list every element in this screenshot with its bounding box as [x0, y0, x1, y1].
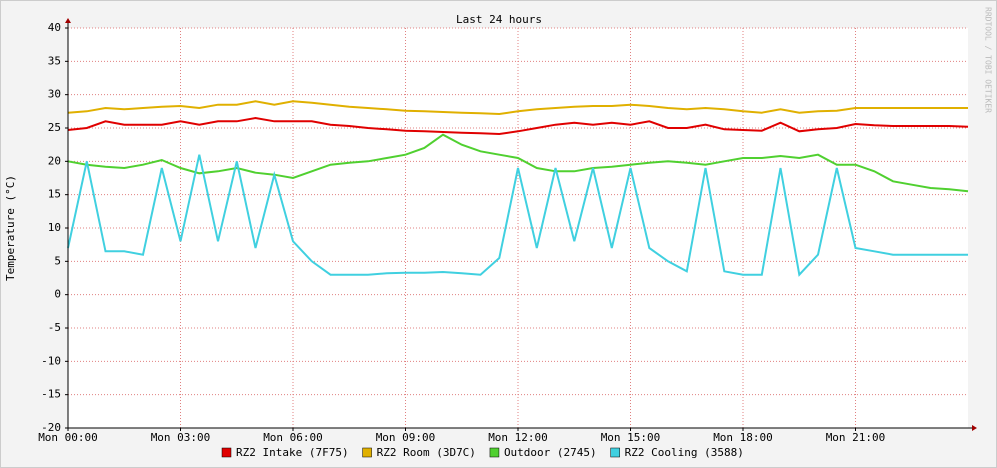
series-line [67, 116, 969, 136]
y-tick-label: 5 [54, 254, 61, 267]
y-tick-label: 15 [48, 188, 61, 201]
x-tick-label: Mon 15:00 [601, 431, 661, 444]
y-tick-label: 10 [48, 221, 61, 234]
legend-swatch [610, 447, 620, 458]
y-arrow [65, 18, 71, 23]
legend-swatch [362, 447, 372, 458]
y-tick-label: -20 [41, 421, 61, 434]
legend: RZ2 Intake (7F75) RZ2 Room (3D7C) Outdoor … [221, 446, 744, 459]
legend-label: Outdoor (2745) [504, 446, 597, 459]
y-tick-label: 35 [48, 54, 61, 67]
y-tick-label: 40 [48, 21, 61, 34]
y-tick-label: -15 [41, 388, 61, 401]
watermark: RRDTOOL / TOBI OETIKER [984, 7, 993, 113]
y-tick-label: 0 [54, 288, 61, 301]
legend-label: RZ2 Intake (7F75) [236, 446, 349, 459]
legend-swatch [489, 447, 500, 458]
x-tick-label: Mon 12:00 [488, 431, 548, 444]
legend-label: RZ2 Cooling (3588) [625, 446, 744, 459]
x-tick-label: Mon 06:00 [263, 431, 323, 444]
y-tick-label: -5 [48, 321, 61, 334]
y-axis-label: Temperature (°C) [4, 175, 17, 281]
x-tick-label: Mon 21:00 [826, 431, 886, 444]
series-line [67, 100, 968, 116]
legend-swatch [221, 447, 232, 458]
y-tick-label: 20 [48, 154, 61, 167]
x-tick-label: Mon 18:00 [713, 431, 773, 444]
chart-title: Last 24 hours [456, 13, 542, 26]
legend-label: RZ2 Room (3D7C) [377, 446, 476, 459]
series-line [67, 154, 968, 277]
lines [67, 100, 969, 277]
x-arrow [972, 425, 977, 431]
y-tick-label: 30 [48, 88, 61, 101]
grid [67, 27, 968, 429]
axes: -20 -15 -10 -5 0 5 10 15 20 25 30 35 40 Mon 00:00 Mon … [38, 18, 977, 444]
series-line [67, 133, 969, 193]
y-tick-label: -10 [41, 354, 61, 367]
x-tick-label: Mon 00:00 [38, 431, 98, 444]
x-tick-label: Mon 03:00 [151, 431, 211, 444]
y-tick-label: 25 [48, 121, 61, 134]
x-tick-label: Mon 09:00 [376, 431, 436, 444]
